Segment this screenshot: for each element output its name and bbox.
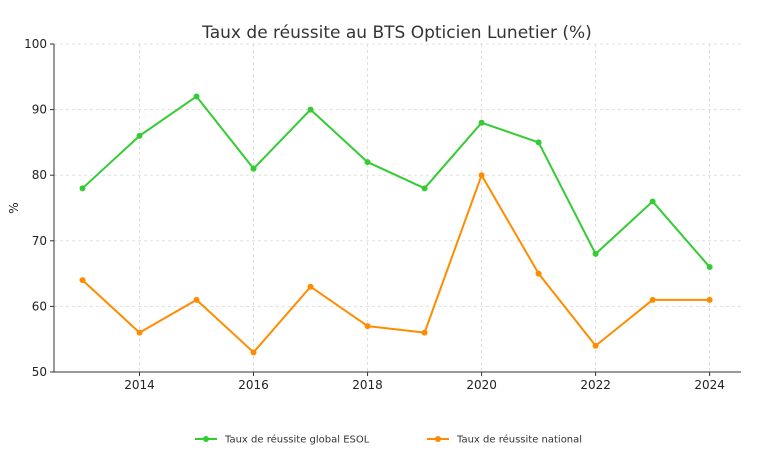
legend-item: Taux de réussite global ESOL [195, 434, 370, 446]
x-tick-label: 2018 [352, 378, 383, 392]
data-point [592, 250, 599, 257]
data-point [478, 119, 485, 126]
data-point [79, 185, 86, 192]
y-tick-label: 60 [32, 299, 47, 313]
legend-swatch-marker [203, 436, 209, 442]
y-tick-label: 100 [24, 37, 47, 51]
x-tick-label: 2014 [124, 378, 155, 392]
data-point [250, 165, 257, 172]
y-tick-label: 90 [32, 103, 47, 117]
data-point [250, 349, 257, 356]
data-point [535, 270, 542, 277]
grid [54, 43, 741, 373]
legend-swatch-marker [435, 436, 441, 442]
y-axis-label: % [7, 202, 21, 213]
x-tick-label: 2020 [466, 378, 497, 392]
data-point [364, 159, 371, 166]
y-tick-label: 80 [32, 168, 47, 182]
data-point [478, 172, 485, 179]
axes: 50 60 70 80 90 100 2014 2016 2018 2020 2022 2024 [24, 37, 741, 392]
y-tick-label: 70 [32, 234, 47, 248]
x-tick-label: 2016 [238, 378, 269, 392]
data-point [136, 132, 143, 139]
data-point [193, 296, 200, 303]
x-tick-label: 2022 [580, 378, 611, 392]
data-point [535, 139, 542, 146]
data-point [649, 296, 656, 303]
series-line [81, 95, 711, 268]
data-point [649, 198, 656, 205]
data-point [307, 106, 314, 113]
legend-label: Taux de réussite national [456, 434, 582, 446]
data-point [79, 277, 86, 284]
legend-label: Taux de réussite global ESOL [224, 434, 370, 446]
legend-item: Taux de réussite national [427, 434, 582, 446]
data-point [421, 185, 428, 192]
data-point [307, 283, 314, 290]
data-point [136, 329, 143, 336]
y-tick-label: 50 [32, 365, 47, 379]
series [79, 93, 713, 356]
x-tick-label: 2024 [694, 378, 725, 392]
legend: Taux de réussite global ESOL Taux de réus… [195, 434, 582, 446]
data-point [706, 296, 713, 303]
data-point [592, 342, 599, 349]
data-point [193, 93, 200, 100]
series-1 [79, 93, 713, 271]
series-2 [79, 172, 713, 356]
data-point [706, 264, 713, 271]
data-point [421, 329, 428, 336]
chart-title: Taux de réussite au BTS Opticien Lunetie… [201, 23, 592, 43]
series-line [81, 174, 710, 354]
data-point [364, 323, 371, 330]
